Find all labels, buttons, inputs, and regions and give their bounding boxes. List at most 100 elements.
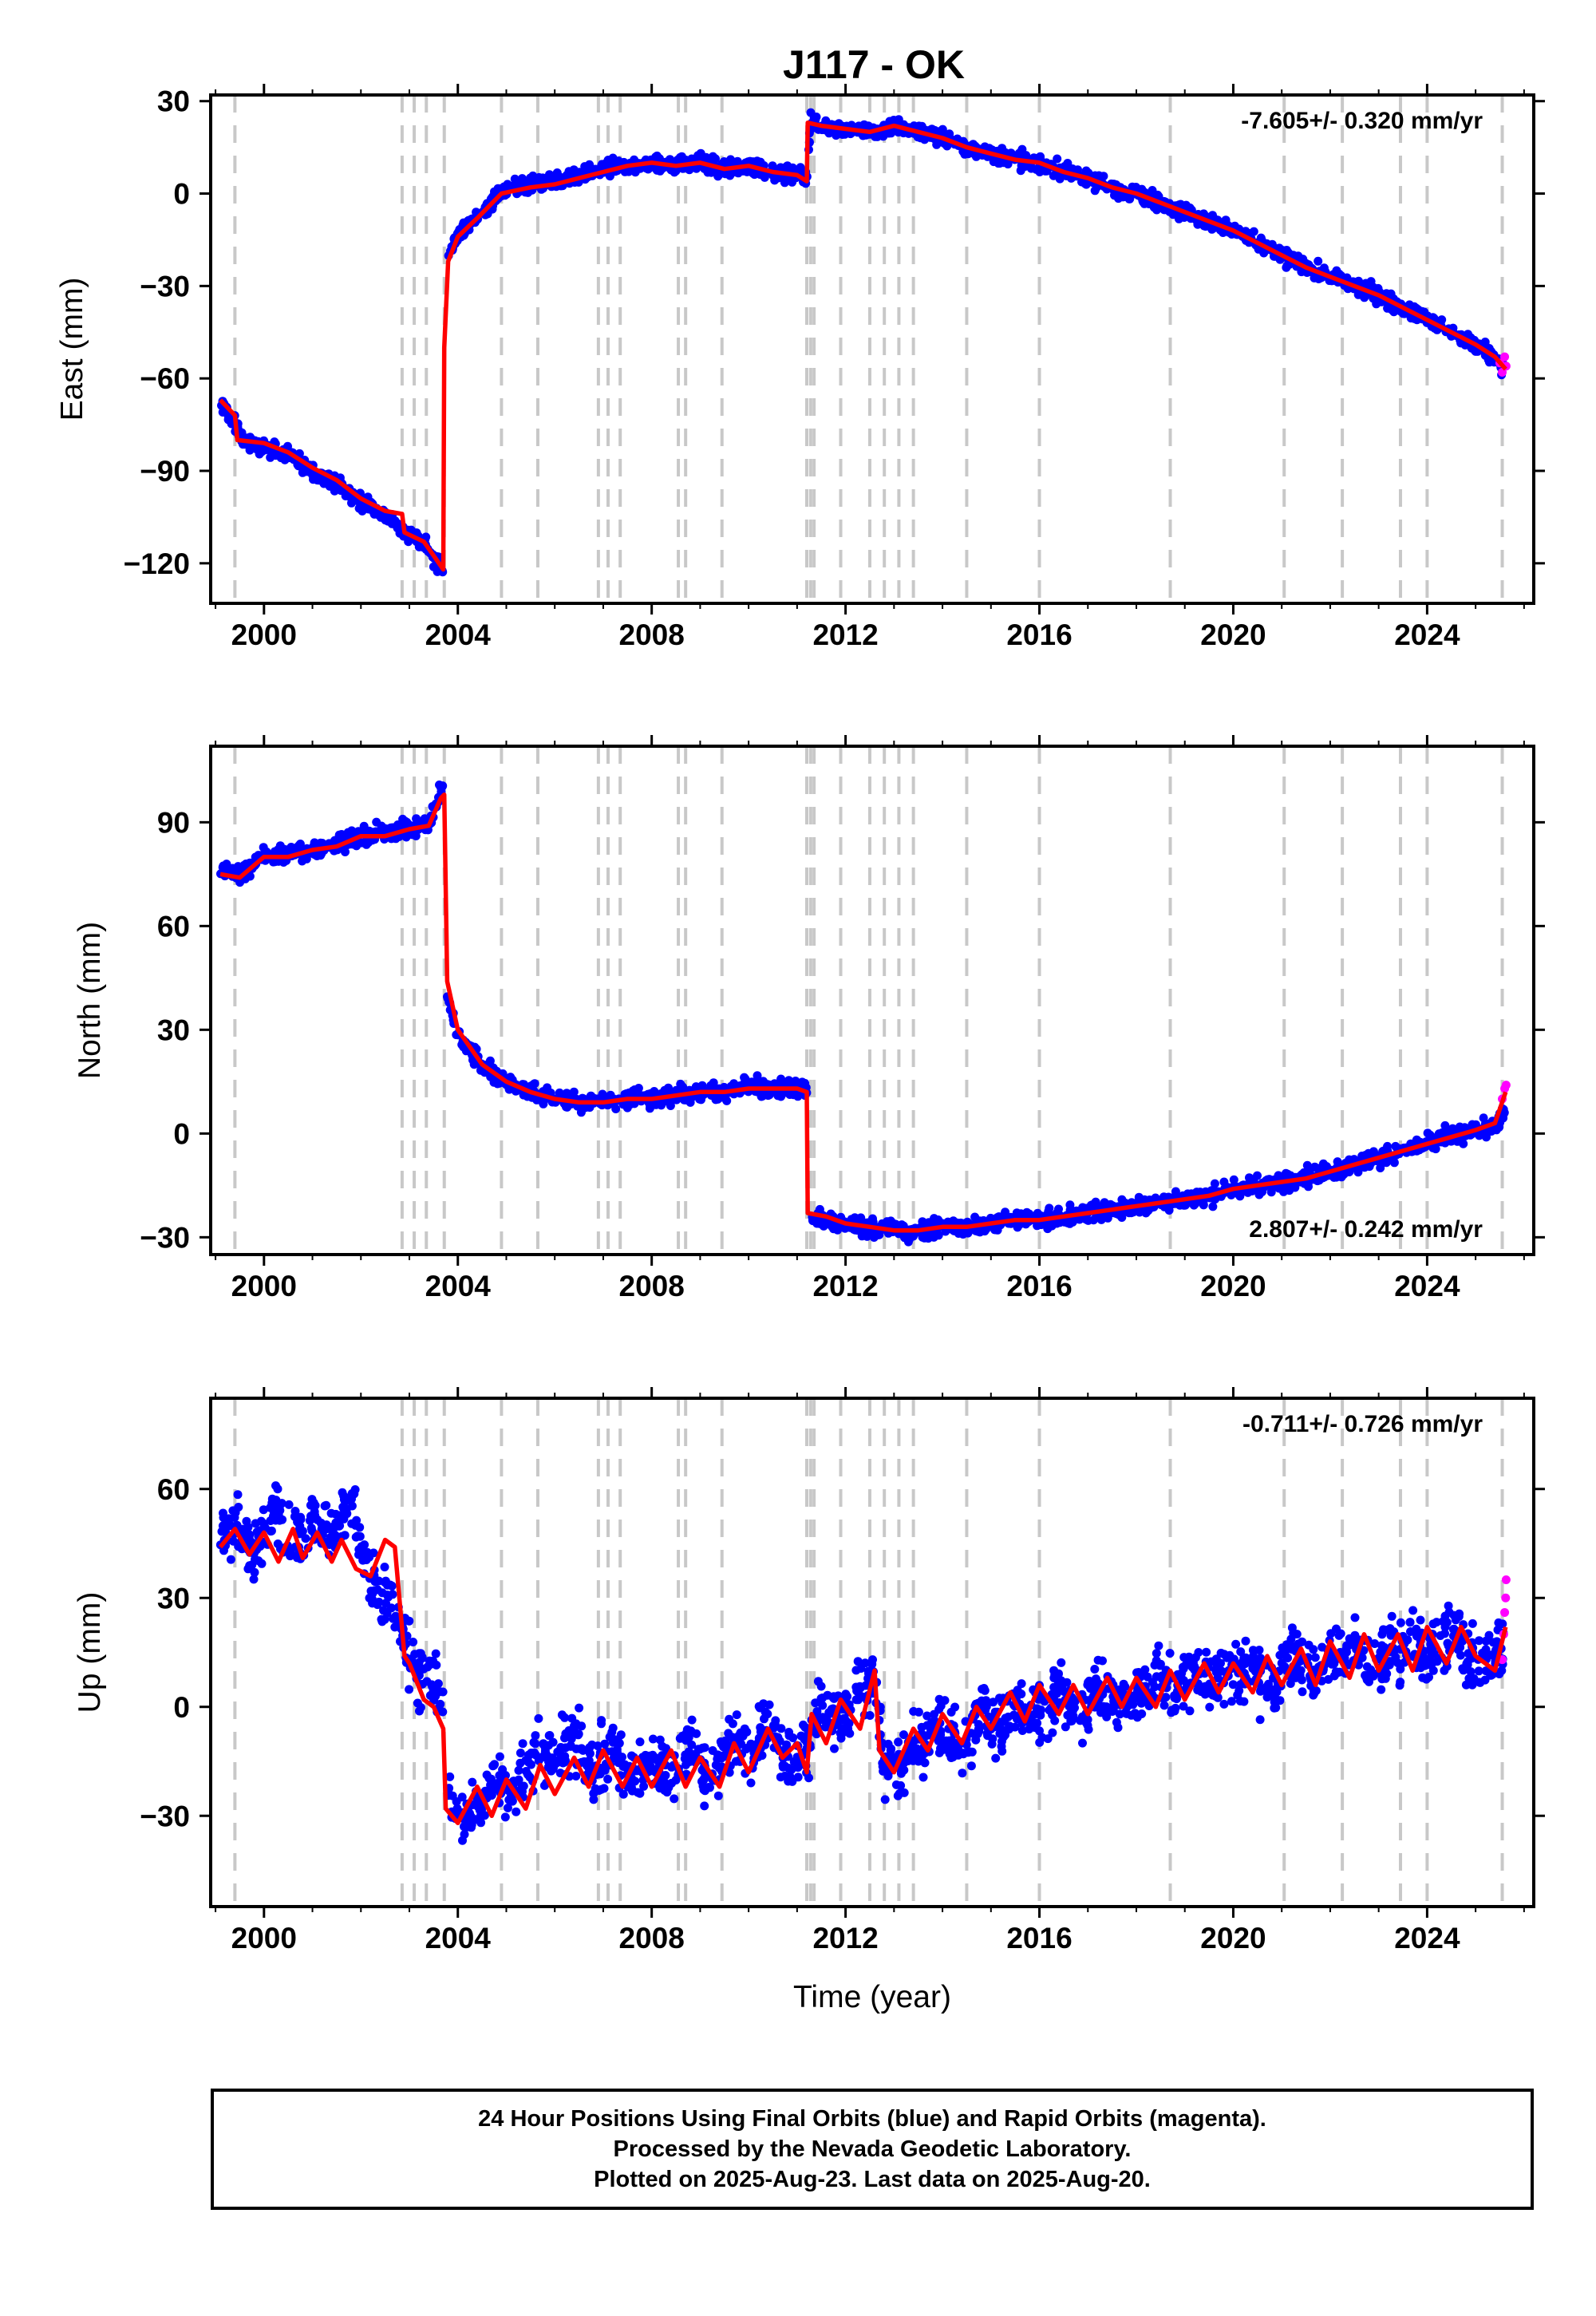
final-point	[1229, 1175, 1238, 1184]
final-point	[534, 1713, 543, 1723]
final-point	[386, 1603, 396, 1613]
final-point	[238, 1524, 247, 1534]
final-point	[788, 1733, 798, 1742]
final-point	[525, 1773, 535, 1782]
x-tick-label: 2016	[1006, 1270, 1072, 1302]
final-point	[571, 1772, 581, 1780]
final-point	[816, 1682, 826, 1691]
final-point	[673, 156, 682, 164]
final-point	[845, 1729, 855, 1738]
final-point	[1152, 205, 1161, 215]
final-point	[1428, 1143, 1438, 1152]
final-point	[425, 1660, 435, 1669]
final-point	[431, 1649, 440, 1658]
final-point	[445, 1772, 455, 1781]
final-point	[380, 1614, 389, 1624]
final-point	[618, 1761, 628, 1771]
final-point	[883, 1739, 893, 1749]
final-point	[313, 476, 322, 485]
final-point	[388, 1590, 397, 1599]
final-point	[567, 1092, 577, 1101]
final-point	[224, 1514, 234, 1524]
final-point	[1341, 1168, 1350, 1177]
final-point	[531, 1731, 540, 1741]
final-point	[544, 1731, 554, 1741]
final-point	[760, 1714, 768, 1724]
y-tick-label: −30	[140, 1221, 190, 1254]
x-tick-label: 2020	[1200, 1270, 1266, 1302]
final-point	[759, 1077, 768, 1086]
final-point	[585, 1749, 595, 1758]
final-point	[697, 1777, 706, 1786]
final-point	[516, 1758, 525, 1768]
final-point	[732, 1710, 741, 1720]
final-point	[938, 124, 947, 134]
final-point	[804, 1773, 813, 1783]
y-tick-label: 0	[173, 1117, 190, 1150]
y-tick-label: 30	[157, 1014, 190, 1046]
final-point	[1479, 1113, 1488, 1123]
final-point	[608, 153, 618, 163]
final-point	[1193, 219, 1203, 229]
x-tick-label: 2000	[231, 1270, 297, 1302]
final-point	[687, 1740, 697, 1749]
final-point	[736, 1729, 745, 1738]
final-point	[1389, 1158, 1399, 1168]
final-point	[374, 1576, 384, 1586]
final-point	[540, 1746, 550, 1756]
final-point	[788, 1777, 797, 1786]
final-point	[864, 1669, 873, 1678]
final-point	[387, 517, 397, 527]
final-point	[1310, 273, 1319, 283]
y-axis: 300−30−60−90−120	[124, 85, 1545, 580]
rate-annotation: -7.605+/- 0.320 mm/yr	[1241, 108, 1483, 134]
y-axis-label: East (mm)	[55, 278, 89, 421]
final-point	[233, 1490, 243, 1500]
final-point	[1235, 1192, 1245, 1201]
final-point	[675, 1733, 685, 1743]
y-tick-label: −60	[140, 362, 190, 395]
y-axis-label: North (mm)	[73, 922, 107, 1079]
final-point	[279, 858, 288, 867]
final-point	[618, 1789, 628, 1799]
final-point	[274, 1511, 283, 1520]
final-point	[687, 1749, 697, 1759]
event-lines	[233, 95, 1504, 603]
final-point	[849, 1224, 859, 1234]
final-point	[1279, 1187, 1288, 1196]
final-point	[597, 1716, 606, 1725]
final-point	[717, 1753, 726, 1763]
final-point	[651, 1100, 661, 1109]
final-point	[708, 1746, 717, 1755]
final-point	[633, 1788, 642, 1797]
final-point	[260, 445, 270, 455]
final-point	[616, 1730, 626, 1740]
final-point	[1124, 194, 1134, 204]
x-tick-label: 2024	[1394, 619, 1460, 651]
final-point	[880, 1795, 890, 1804]
final-point	[231, 1508, 240, 1517]
final-point	[728, 1719, 737, 1729]
final-point	[404, 537, 413, 547]
final-point	[757, 1751, 767, 1761]
final-point	[379, 1606, 388, 1615]
final-point	[899, 1765, 909, 1775]
final-point	[930, 125, 939, 135]
final-point	[506, 1796, 516, 1806]
final-point	[853, 1657, 863, 1666]
final-point	[679, 1095, 689, 1105]
figure-title: J117 - OK	[783, 42, 965, 87]
final-point	[596, 1784, 606, 1794]
final-point	[1078, 1203, 1088, 1212]
final-point	[498, 1765, 508, 1774]
final-point	[851, 1695, 861, 1705]
final-point	[1208, 1202, 1218, 1211]
final-point	[292, 1553, 302, 1563]
x-tick-label: 2004	[425, 1270, 492, 1302]
final-point	[495, 1752, 504, 1761]
final-point	[529, 1737, 539, 1747]
final-point	[1091, 1197, 1100, 1207]
final-point	[290, 1512, 299, 1521]
final-point	[331, 1518, 341, 1528]
final-point	[271, 450, 280, 460]
